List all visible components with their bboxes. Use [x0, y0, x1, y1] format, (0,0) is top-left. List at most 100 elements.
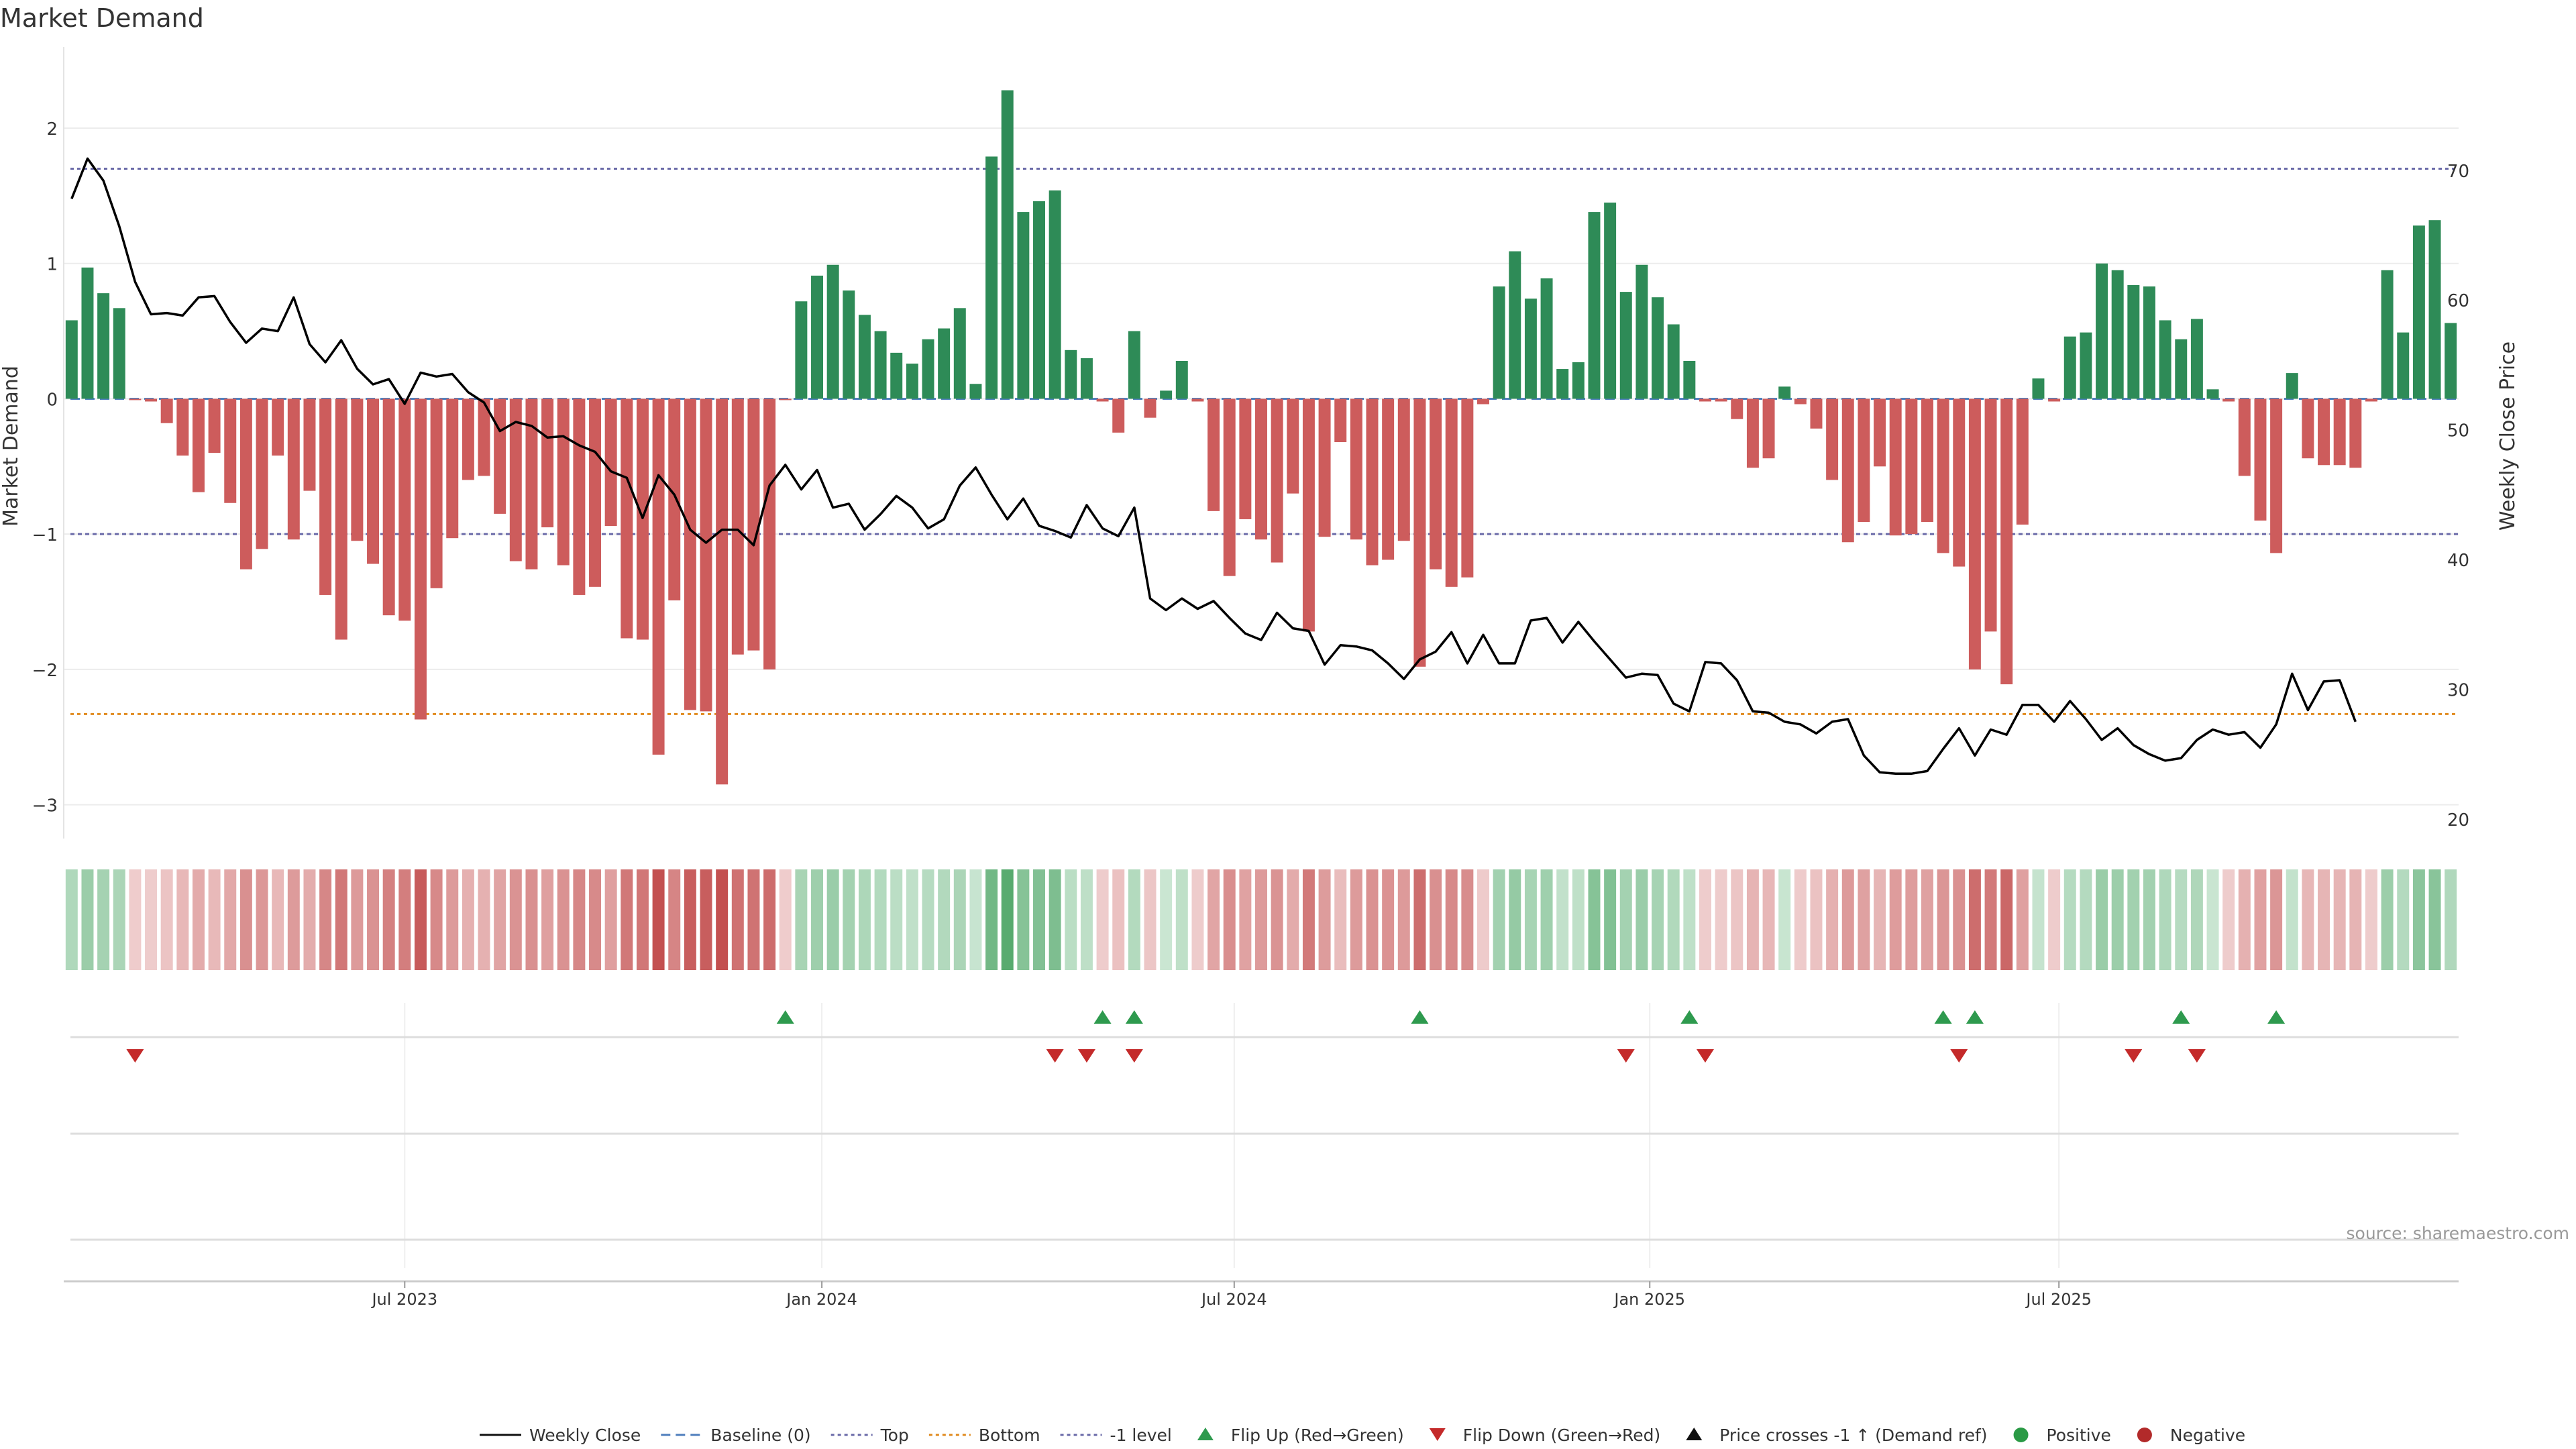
heat-strip-cell: [573, 869, 586, 970]
demand-bar: [2270, 398, 2283, 553]
legend-item: Negative: [2137, 1426, 2245, 1445]
demand-bar: [1858, 398, 1870, 522]
demand-bar: [2159, 320, 2171, 399]
demand-bar: [398, 398, 411, 621]
demand-bar: [1350, 398, 1362, 540]
heat-strip-cell: [2063, 869, 2076, 970]
heat-strip-cell: [1033, 869, 1045, 970]
demand-heat-strip: [65, 869, 2457, 970]
heat-strip-cell: [2318, 869, 2330, 970]
demand-bar: [1667, 324, 1680, 399]
demand-bar: [2365, 398, 2377, 402]
demand-bar: [843, 290, 855, 399]
heat-strip-cell: [1699, 869, 1711, 970]
heat-strip-cell: [1715, 869, 1727, 970]
heat-strip-cell: [414, 869, 427, 970]
demand-bar: [1208, 398, 1220, 511]
demand-bar: [874, 331, 887, 399]
demand-bar: [668, 398, 681, 600]
legend-item: Price crosses -1 ↑ (Demand ref): [1686, 1426, 1988, 1445]
demand-bar: [684, 398, 696, 710]
demand-bar: [1065, 350, 1077, 399]
demand-bar: [1953, 398, 1966, 567]
legend-label: Price crosses -1 ↑ (Demand ref): [1719, 1426, 1987, 1445]
demand-bar: [779, 398, 792, 400]
demand-bar: [303, 398, 316, 491]
demand-bar: [2445, 323, 2457, 399]
demand-bar: [2333, 398, 2346, 466]
legend-item: Flip Down (Green→Red): [1429, 1426, 1660, 1445]
legend-swatch: [1429, 1428, 1446, 1441]
demand-bar: [1382, 398, 1395, 560]
flip-up-marker: [1934, 1010, 1952, 1024]
demand-bar: [97, 293, 110, 399]
heat-strip-cell: [795, 869, 808, 970]
flip-down-marker: [2188, 1049, 2206, 1063]
legend-label: Positive: [2047, 1426, 2111, 1445]
heat-strip-cell: [145, 869, 158, 970]
demand-bar: [2412, 225, 2425, 399]
y2-tick-label: 40: [2447, 551, 2469, 571]
demand-bar: [81, 267, 94, 399]
demand-bar: [2397, 332, 2410, 399]
heat-strip-cell: [700, 869, 712, 970]
demand-bar: [2143, 286, 2155, 399]
heat-strip-cell: [621, 869, 633, 970]
demand-bar: [1271, 398, 1283, 563]
demand-bar: [1477, 398, 1489, 405]
heat-strip-cell: [272, 869, 284, 970]
demand-bar: [1968, 398, 1981, 669]
heat-strip-cell: [2190, 869, 2203, 970]
demand-bar: [1572, 362, 1585, 399]
heat-strip-cell: [2032, 869, 2045, 970]
demand-bar: [1889, 398, 1902, 536]
heat-strip-cell: [1858, 869, 1870, 970]
heat-strip-cell: [1524, 869, 1537, 970]
heat-strip-cell: [541, 869, 554, 970]
demand-bar: [922, 339, 934, 399]
heat-strip-cell: [351, 869, 364, 970]
flip-down-marker: [126, 1049, 144, 1063]
heat-strip-cell: [1953, 869, 1966, 970]
demand-bar: [129, 398, 142, 400]
heat-strip-cell: [1001, 869, 1014, 970]
y-tick-label: 0: [46, 390, 58, 410]
source-label: source: sharemaestro.com: [2347, 1224, 2570, 1243]
heat-strip-cell: [938, 869, 951, 970]
heat-strip-cell: [224, 869, 237, 970]
heat-strip-cell: [985, 869, 998, 970]
heat-strip-cell: [2080, 869, 2092, 970]
x-tick-label: Jul 2024: [1200, 1290, 1267, 1309]
heat-strip-cell: [1445, 869, 1458, 970]
heat-strip-cell: [1112, 869, 1125, 970]
demand-bar: [1255, 398, 1267, 540]
legend-label: Top: [880, 1426, 909, 1445]
y-tick-label: −1: [32, 525, 58, 545]
demand-bar: [1080, 358, 1093, 399]
demand-bar: [256, 398, 268, 549]
heat-strip-cell: [1746, 869, 1759, 970]
demand-bar: [1239, 398, 1252, 519]
demand-bar: [1794, 398, 1807, 405]
demand-bar: [1652, 297, 1664, 399]
y-tick-label: −3: [32, 796, 58, 816]
demand-bar: [1318, 398, 1331, 537]
heat-strip-cell: [398, 869, 411, 970]
demand-bar: [494, 398, 506, 514]
heat-strip-cell: [1318, 869, 1331, 970]
heat-strip-cell: [890, 869, 903, 970]
heat-strip-cell: [2159, 869, 2171, 970]
heat-strip-cell: [2127, 869, 2140, 970]
demand-bar: [2080, 332, 2092, 399]
heat-strip-cell: [1762, 869, 1775, 970]
axes: −3 −2 −1 0 1 2 20 30 40 50 60 70: [32, 47, 2469, 839]
demand-bar: [1017, 212, 1030, 399]
heat-strip-cell: [160, 869, 173, 970]
heat-strip-cell: [2254, 869, 2267, 970]
heat-strip-cell: [256, 869, 268, 970]
heat-strip-cell: [81, 869, 94, 970]
heat-strip-cell: [668, 869, 681, 970]
heat-strip-cell: [129, 869, 142, 970]
heat-strip-cell: [811, 869, 823, 970]
heat-strip-cell: [1841, 869, 1854, 970]
